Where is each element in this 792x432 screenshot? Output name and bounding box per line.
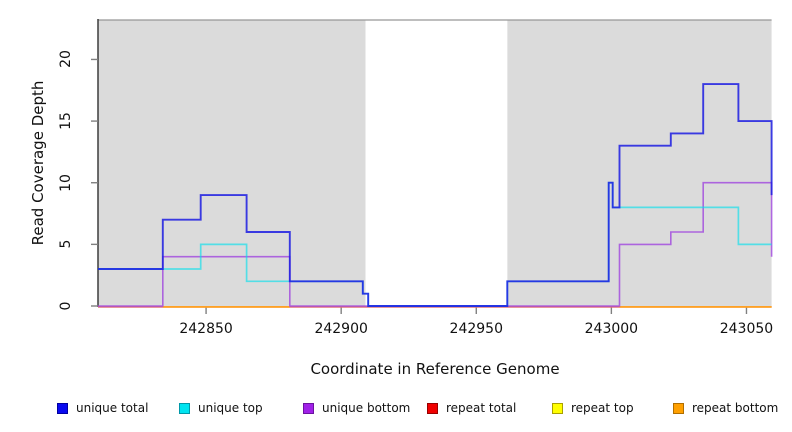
legend-swatch-icon [427, 402, 438, 414]
legend-item: unique top [179, 400, 263, 416]
coverage-region [507, 20, 772, 306]
y-tick-label: 5 [58, 239, 74, 249]
legend-swatch-icon [179, 402, 190, 414]
legend-label: repeat top [571, 401, 634, 415]
legend-item: repeat bottom [673, 400, 778, 416]
legend-swatch-icon [57, 402, 68, 414]
series-unique-total-line [98, 83, 773, 307]
legend-item: unique total [57, 400, 148, 416]
x-tick-label: 243000 [584, 321, 639, 337]
legend-label: repeat bottom [692, 401, 779, 415]
coverage-region [98, 20, 366, 306]
y-axis-title: Read Coverage Depth [29, 80, 47, 246]
x-tick-label: 242850 [179, 321, 233, 337]
legend-swatch-icon [552, 402, 563, 414]
x-tick-label: 243050 [719, 321, 774, 337]
legend-swatch-icon [303, 402, 314, 414]
legend-label: repeat total [446, 401, 517, 415]
x-axis-title: Coordinate in Reference Genome [310, 360, 560, 378]
y-tick-label: 0 [58, 301, 74, 311]
y-tick-label: 20 [58, 50, 74, 69]
x-tick-label: 242950 [449, 321, 503, 337]
y-tick-label: 15 [58, 112, 74, 130]
legend-swatch-icon [673, 402, 684, 414]
legend-label: unique total [76, 401, 149, 415]
x-tick-label: 242900 [314, 321, 368, 337]
legend-label: unique bottom [322, 401, 411, 415]
y-tick-label: 10 [58, 173, 74, 192]
legend-label: unique top [198, 401, 263, 415]
legend-item: unique bottom [303, 400, 410, 416]
legend-item: repeat total [427, 400, 516, 416]
legend-item: repeat top [552, 400, 634, 416]
